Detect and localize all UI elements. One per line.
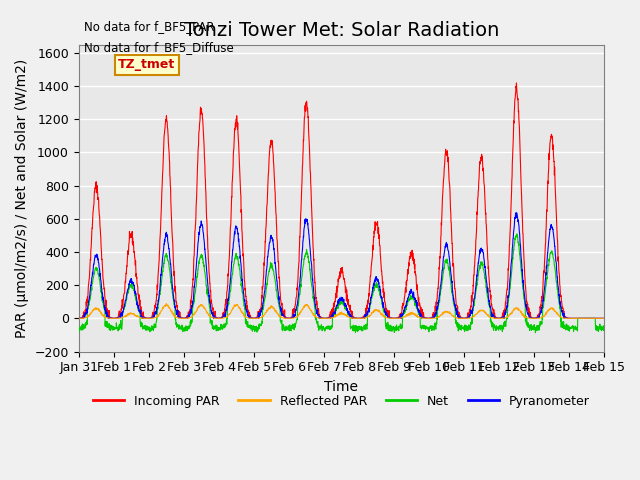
- Title: Tonzi Tower Met: Solar Radiation: Tonzi Tower Met: Solar Radiation: [184, 21, 499, 40]
- X-axis label: Time: Time: [324, 380, 358, 394]
- Text: TZ_tmet: TZ_tmet: [118, 59, 175, 72]
- Y-axis label: PAR (μmol/m2/s) / Net and Solar (W/m2): PAR (μmol/m2/s) / Net and Solar (W/m2): [15, 59, 29, 337]
- Text: No data for f_BF5_PAR: No data for f_BF5_PAR: [84, 20, 214, 33]
- Legend: Incoming PAR, Reflected PAR, Net, Pyranometer: Incoming PAR, Reflected PAR, Net, Pyrano…: [88, 390, 595, 413]
- Text: No data for f_BF5_Diffuse: No data for f_BF5_Diffuse: [84, 41, 234, 55]
